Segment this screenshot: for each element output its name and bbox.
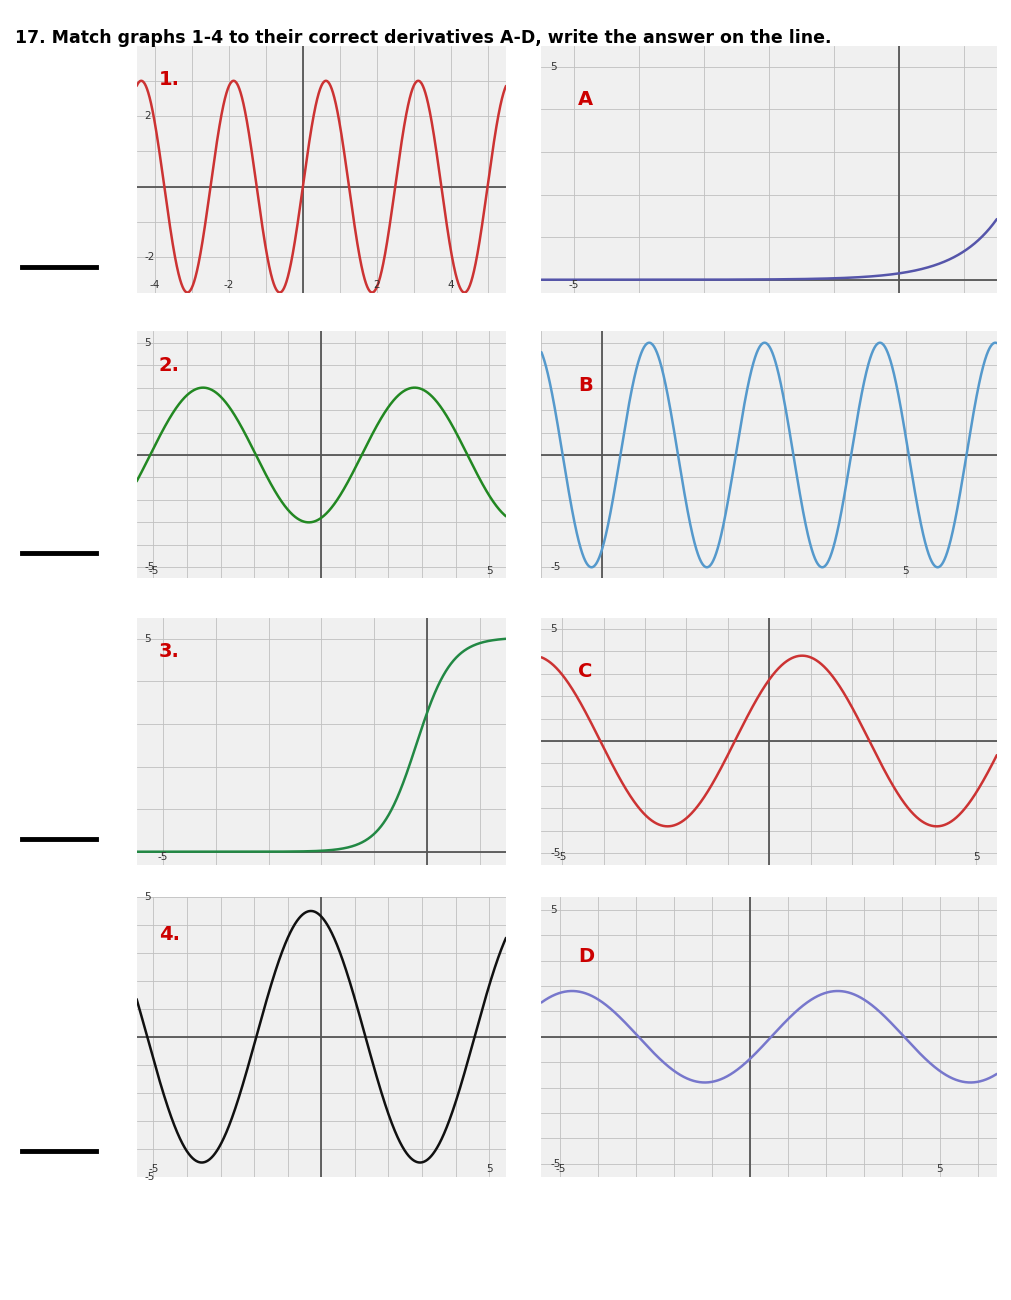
Text: 5: 5 xyxy=(550,62,557,72)
Text: -5: -5 xyxy=(144,1171,155,1182)
Text: 2: 2 xyxy=(373,280,380,290)
Text: 5: 5 xyxy=(550,624,557,633)
Text: A: A xyxy=(577,90,592,109)
Text: 3.: 3. xyxy=(159,642,180,662)
Text: 5: 5 xyxy=(144,634,151,644)
Text: -5: -5 xyxy=(556,852,567,862)
Text: 5: 5 xyxy=(485,566,492,576)
Text: -2: -2 xyxy=(223,280,234,290)
Text: -5: -5 xyxy=(568,280,578,290)
Text: C: C xyxy=(577,662,591,681)
Text: 2: 2 xyxy=(144,111,151,121)
Text: -5: -5 xyxy=(550,849,560,858)
Text: B: B xyxy=(577,376,592,395)
Text: 4.: 4. xyxy=(159,926,180,944)
Text: 5: 5 xyxy=(972,852,979,862)
Text: 5: 5 xyxy=(144,338,151,347)
Text: 1.: 1. xyxy=(159,70,180,90)
Text: D: D xyxy=(577,948,593,966)
Text: 5: 5 xyxy=(550,905,557,915)
Text: 4: 4 xyxy=(447,280,454,290)
Text: -5: -5 xyxy=(555,1164,565,1174)
Text: -5: -5 xyxy=(144,563,155,572)
Text: -5: -5 xyxy=(148,566,159,576)
Text: -2: -2 xyxy=(144,252,155,263)
Text: 5: 5 xyxy=(902,566,908,576)
Text: 2.: 2. xyxy=(159,356,180,376)
Text: -5: -5 xyxy=(550,563,560,572)
Text: 5: 5 xyxy=(485,1164,492,1174)
Text: 5: 5 xyxy=(935,1164,942,1174)
Text: -4: -4 xyxy=(150,280,160,290)
Text: 17. Match graphs 1-4 to their correct derivatives A-D, write the answer on the l: 17. Match graphs 1-4 to their correct de… xyxy=(15,29,831,47)
Text: -5: -5 xyxy=(148,1164,159,1174)
Text: -5: -5 xyxy=(550,1158,560,1169)
Text: -5: -5 xyxy=(158,852,168,862)
Text: 5: 5 xyxy=(144,892,151,902)
